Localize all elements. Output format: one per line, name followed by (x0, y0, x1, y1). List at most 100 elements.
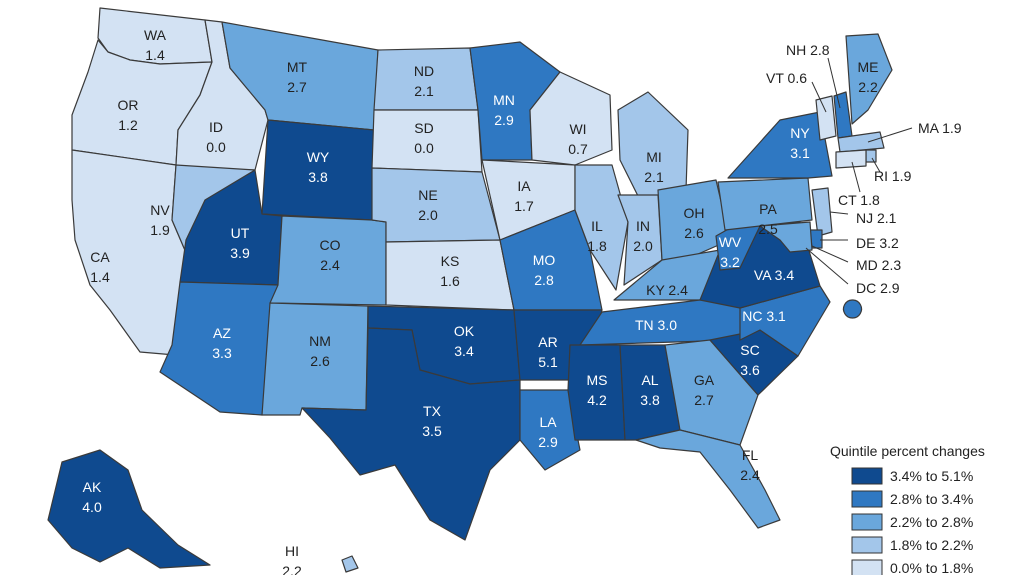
state-abbr-ms: MS (587, 372, 608, 388)
state-label-nc: NC 3.1 (742, 308, 786, 324)
state-hi (341, 555, 359, 573)
state-label-ct: CT 1.8 (838, 192, 880, 208)
state-label-nj: NJ 2.1 (856, 210, 897, 226)
state-ak (47, 449, 211, 569)
state-in (617, 194, 663, 286)
state-value-nv: 1.9 (150, 222, 170, 238)
state-abbr-wi: WI (569, 121, 586, 137)
state-ma (837, 131, 885, 153)
state-vt (815, 95, 837, 141)
legend-swatch-4 (851, 559, 883, 575)
state-abbr-sc: SC (740, 342, 759, 358)
state-value-id: 0.0 (206, 139, 226, 155)
state-value-oh: 2.6 (684, 225, 704, 241)
leader-line-ma (867, 127, 913, 143)
state-value-al: 3.8 (640, 392, 660, 408)
state-abbr-wv: WV (719, 234, 742, 250)
legend-swatch-2 (851, 513, 883, 531)
state-value-ne: 2.0 (418, 207, 438, 223)
state-dc (842, 299, 863, 319)
state-abbr-ne: NE (418, 187, 437, 203)
state-abbr-la: LA (539, 414, 557, 430)
state-abbr-wy: WY (307, 149, 330, 165)
state-value-or: 1.2 (118, 117, 138, 133)
leader-line-nj (829, 211, 849, 215)
leader-lines (805, 57, 913, 285)
state-value-fl: 2.4 (740, 467, 760, 483)
state-abbr-az: AZ (213, 325, 231, 341)
state-label-de: DE 3.2 (856, 235, 899, 251)
state-value-sc: 3.6 (740, 362, 760, 378)
state-ny (727, 111, 833, 179)
state-abbr-me: ME (858, 59, 879, 75)
state-value-wy: 3.8 (308, 169, 328, 185)
state-value-mo: 2.8 (534, 272, 554, 288)
state-value-me: 2.2 (858, 79, 878, 95)
state-abbr-mi: MI (646, 149, 662, 165)
leader-line-md (811, 245, 849, 263)
state-value-in: 2.0 (633, 238, 653, 254)
state-value-pa: 2.5 (758, 221, 778, 237)
state-fl (635, 429, 781, 529)
leader-line-ri (871, 157, 881, 173)
state-pa (717, 177, 813, 231)
state-abbr-mo: MO (533, 252, 556, 268)
state-abbr-nd: ND (414, 63, 434, 79)
state-abbr-nm: NM (309, 333, 331, 349)
state-label-vt: VT 0.6 (766, 70, 807, 86)
state-abbr-in: IN (636, 218, 650, 234)
state-value-wi: 0.7 (568, 141, 588, 157)
state-value-ia: 1.7 (514, 198, 534, 214)
state-il (574, 164, 629, 291)
state-ne (371, 167, 501, 243)
state-ct (835, 149, 867, 169)
state-abbr-ar: AR (538, 334, 557, 350)
leader-line-ct (851, 161, 861, 193)
state-value-wv: 3.2 (720, 254, 740, 270)
state-labels: WA 1.4 OR 1.2 CA 1.4 ID 0.0 NV 1.9 MT 2.7 WY 3.8 UT 3.9… (82, 27, 962, 575)
state-abbr-pa: PA (759, 201, 777, 217)
state-me (845, 33, 893, 125)
state-value-ms: 4.2 (587, 392, 607, 408)
state-wi (529, 71, 613, 166)
state-abbr-oh: OH (684, 205, 705, 221)
legend-swatch-0 (851, 467, 883, 485)
state-md (759, 221, 813, 253)
legend-label-2: 2.2% to 2.8% (890, 514, 973, 530)
state-value-ca: 1.4 (90, 269, 110, 285)
legend-label-0: 3.4% to 5.1% (890, 468, 973, 484)
state-abbr-wa: WA (144, 27, 167, 43)
state-ga (664, 339, 759, 446)
state-abbr-ga: GA (694, 372, 715, 388)
state-value-il: 1.8 (587, 238, 607, 254)
state-mo (499, 209, 603, 311)
state-abbr-al: AL (641, 372, 658, 388)
state-value-tx: 3.5 (422, 423, 442, 439)
state-abbr-mt: MT (287, 59, 308, 75)
state-ri (865, 149, 877, 163)
state-abbr-id: ID (209, 119, 223, 135)
state-abbr-fl: FL (742, 447, 759, 463)
state-abbr-ut: UT (231, 225, 250, 241)
state-label-ri: RI 1.9 (874, 168, 912, 184)
state-abbr-ok: OK (454, 323, 475, 339)
state-nd (373, 47, 479, 111)
state-abbr-sd: SD (414, 120, 433, 136)
state-abbr-tx: TX (423, 403, 442, 419)
state-value-mi: 2.1 (644, 169, 664, 185)
state-abbr-ca: CA (90, 249, 110, 265)
state-label-va: VA 3.4 (754, 267, 794, 283)
legend-swatch-3 (851, 536, 883, 554)
state-value-mt: 2.7 (287, 79, 307, 95)
state-value-az: 3.3 (212, 345, 232, 361)
state-abbr-co: CO (320, 237, 341, 253)
legend-swatch-1 (851, 490, 883, 508)
state-value-hi: 2.2 (282, 563, 302, 575)
state-label-nh: NH 2.8 (786, 42, 830, 58)
state-value-ut: 3.9 (230, 245, 250, 261)
state-abbr-hi: HI (285, 543, 299, 559)
state-value-nd: 2.1 (414, 83, 434, 99)
legend-label-1: 2.8% to 3.4% (890, 491, 973, 507)
state-label-ky: KY 2.4 (646, 282, 688, 298)
state-value-ak: 4.0 (82, 499, 102, 515)
